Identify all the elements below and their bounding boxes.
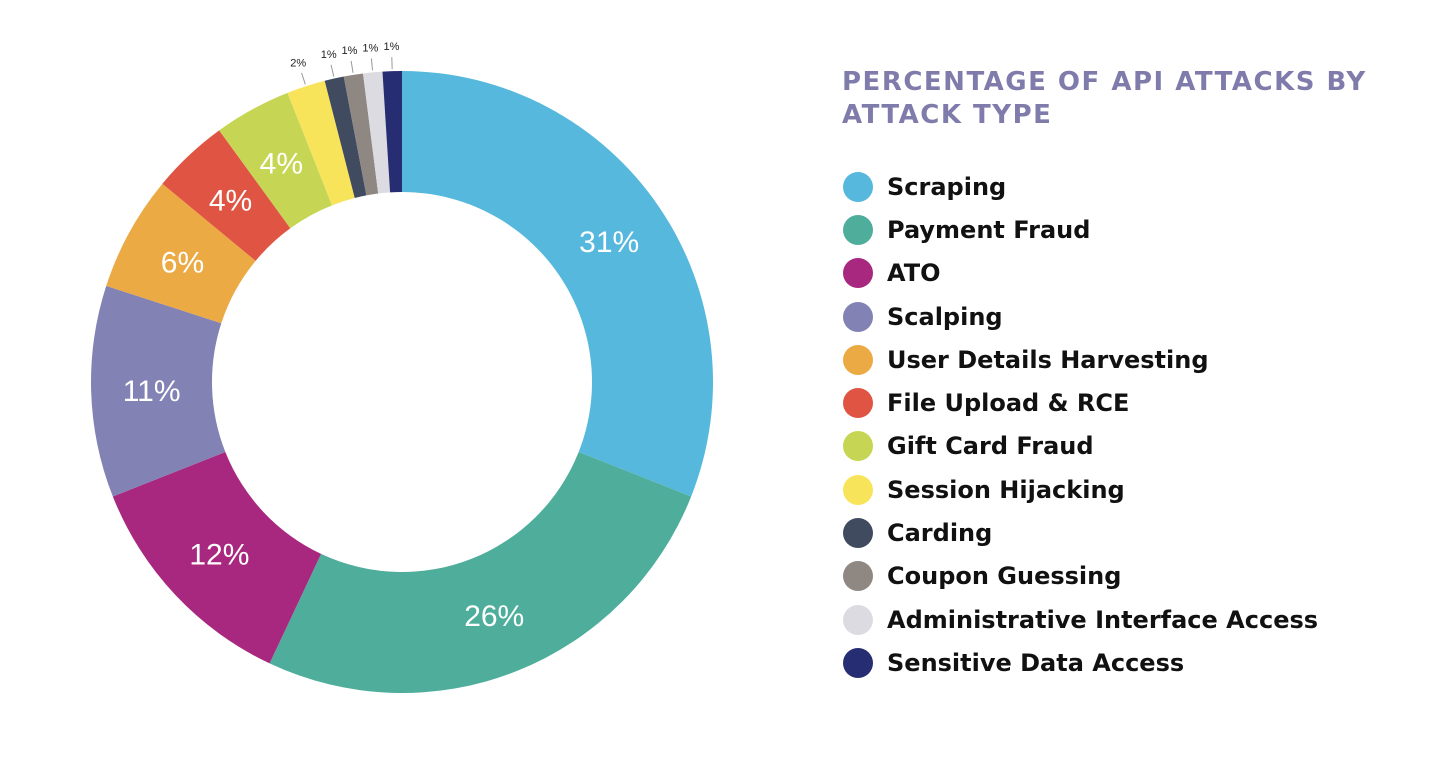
value-label-session-hijacking: 2% (290, 57, 306, 69)
legend: Scraping Payment Fraud ATO Scalping User Det… (843, 165, 1318, 685)
legend-label: User Details Harvesting (887, 345, 1209, 374)
slice-sensitive-data-access (382, 71, 402, 193)
legend-item-payment-fraud: Payment Fraud (843, 208, 1318, 251)
slice-scraping (402, 71, 713, 497)
legend-label: Session Hijacking (887, 475, 1125, 504)
slice-carding (324, 76, 367, 198)
slice-payment-fraud (269, 451, 692, 693)
legend-item-scraping: Scraping (843, 165, 1318, 208)
legend-label: Scraping (887, 172, 1007, 201)
legend-label: File Upload & RCE (887, 389, 1130, 418)
legend-item-file-upload-and-rce: File Upload & RCE (843, 381, 1318, 424)
legend-swatch (843, 214, 873, 245)
value-label-gift-card-fraud: 4% (260, 147, 303, 180)
legend-item-gift-card-fraud: Gift Card Fraud (843, 425, 1318, 468)
leader-line-session-hijacking (301, 72, 306, 85)
legend-item-ato: ATO (843, 252, 1318, 295)
value-label-user-details-harvesting: 6% (161, 246, 204, 279)
leader-line-administrative-interface-access (370, 58, 374, 71)
legend-label: Sensitive Data Access (887, 648, 1185, 677)
leader-line-carding (330, 64, 335, 77)
value-label-carding: 1% (321, 49, 337, 61)
legend-swatch (843, 344, 873, 375)
slice-ato (112, 451, 322, 664)
legend-item-user-details-harvesting: User Details Harvesting (843, 338, 1318, 381)
legend-item-session-hijacking: Session Hijacking (843, 468, 1318, 511)
legend-label: Scalping (887, 302, 1003, 331)
slice-file-upload-and-rce (162, 130, 291, 261)
slice-user-details-harvesting (106, 183, 256, 324)
legend-item-coupon-guessing: Coupon Guessing (843, 555, 1318, 598)
legend-swatch (843, 561, 873, 592)
legend-item-administrative-interface-access: Administrative Interface Access (843, 598, 1318, 641)
value-label-file-upload-and-rce: 4% (209, 184, 252, 217)
chart-title: PERCENTAGE OF API ATTACKS BY ATTACK TYPE (842, 67, 1367, 130)
slice-session-hijacking (287, 80, 355, 206)
legend-swatch (843, 301, 873, 332)
leader-line-coupon-guessing (350, 60, 354, 73)
legend-label: Coupon Guessing (887, 562, 1122, 591)
legend-label: Payment Fraud (887, 215, 1091, 244)
legend-swatch (843, 171, 873, 202)
legend-item-carding: Carding (843, 511, 1318, 554)
slice-gift-card-fraud (219, 92, 333, 229)
legend-swatch (843, 431, 873, 462)
value-label-payment-fraud: 26% (464, 600, 524, 633)
value-label-coupon-guessing: 1% (341, 45, 357, 57)
donut-chart: 31%26%12%11%6%4%4%2%1% 1% 1% 1% (90, 41, 713, 693)
legend-label: Administrative Interface Access (887, 605, 1319, 634)
value-label-scalping: 11% (123, 375, 181, 408)
legend-label: Gift Card Fraud (887, 432, 1094, 461)
legend-swatch (843, 647, 873, 678)
legend-label: Carding (887, 519, 993, 548)
slice-coupon-guessing (343, 73, 379, 196)
legend-item-scalping: Scalping (843, 295, 1318, 338)
legend-label: ATO (887, 259, 941, 288)
legend-item-sensitive-data-access: Sensitive Data Access (843, 641, 1318, 684)
legend-swatch (843, 518, 873, 549)
legend-swatch (843, 474, 873, 505)
legend-swatch (843, 388, 873, 419)
legend-swatch (843, 604, 873, 635)
value-label-sensitive-data-access: 1% (383, 41, 399, 53)
value-label-ato: 12% (189, 538, 249, 571)
value-label-administrative-interface-access: 1% (362, 42, 378, 54)
slice-scalping (90, 285, 226, 497)
legend-swatch (843, 258, 873, 289)
slice-administrative-interface-access (363, 71, 391, 194)
value-label-scraping: 31% (579, 226, 639, 259)
